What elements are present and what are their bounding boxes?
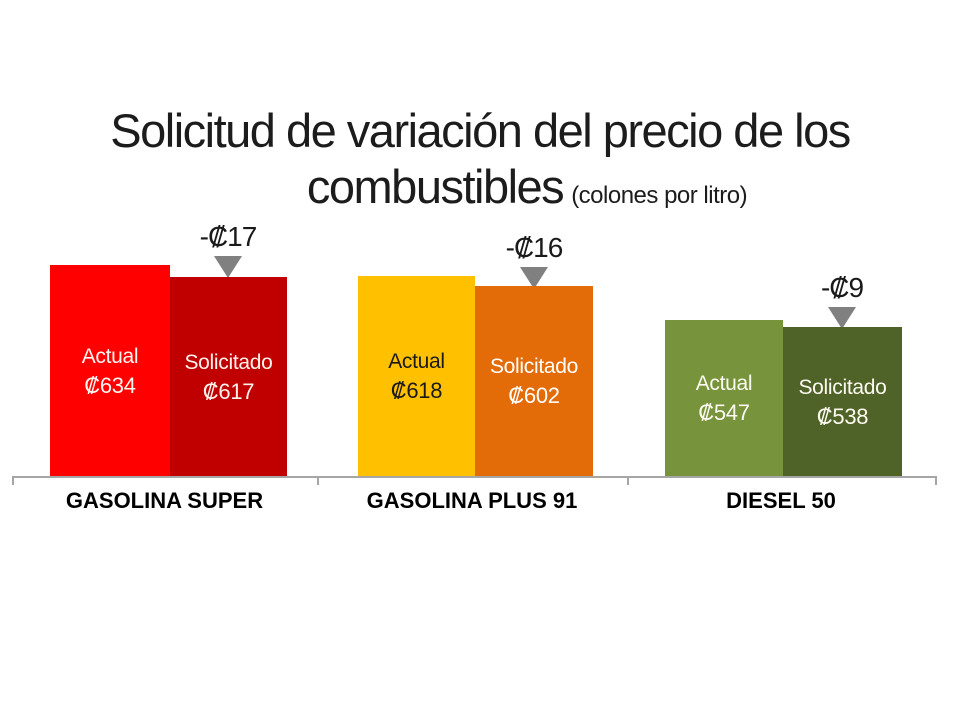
x-axis-line: [12, 476, 937, 478]
bar-value: ₡618: [390, 378, 443, 403]
bar-series-name: Solicitado: [489, 355, 579, 378]
bar-label: Solicitado ₡617: [184, 348, 272, 407]
bar-actual-gasolina-plus-91: Actual ₡618: [358, 276, 475, 477]
axis-tick: [12, 476, 14, 485]
bar-actual-gasolina-super: Actual ₡634: [50, 265, 170, 477]
arrow-down-icon: [214, 256, 242, 278]
category-label-gasolina-plus-91: GASOLINA PLUS 91: [366, 488, 578, 513]
category-label-gasolina-super: GASOLINA SUPER: [65, 488, 264, 513]
change-label: -₡16: [505, 232, 564, 263]
bar-solicitado-gasolina-plus-91: Solicitado ₡602: [475, 286, 593, 477]
title-line-1: Solicitud de variación del precio de los: [110, 104, 851, 157]
title-line-2: combustibles (colones por litro): [47, 160, 960, 223]
bar-solicitado-diesel-50: Solicitado ₡538: [783, 327, 902, 477]
change-annotation-gasolina-plus-91: -₡16: [464, 231, 604, 289]
arrow-down-icon: [520, 267, 548, 289]
category-label-diesel-50: DIESEL 50: [726, 488, 836, 513]
bar-series-name: Actual: [81, 344, 139, 368]
bar-label: Actual ₡547: [696, 369, 753, 428]
axis-tick: [935, 476, 937, 485]
bar-label: Solicitado ₡538: [798, 373, 886, 432]
bar-label: Solicitado ₡602: [490, 352, 578, 411]
bar-series-name: Solicitado: [184, 350, 273, 374]
bar-solicitado-gasolina-super: Solicitado ₡617: [170, 277, 287, 477]
bar-series-name: Solicitado: [798, 375, 887, 399]
bar-value: ₡617: [202, 378, 255, 404]
chart-title: Solicitud de variación del precio de los…: [0, 102, 960, 223]
axis-tick: [627, 476, 629, 485]
title-unit-note: (colones por litro): [571, 182, 748, 209]
change-annotation-gasolina-super: -₡17: [158, 220, 298, 278]
change-label: -₡9: [820, 272, 864, 303]
bar-value: ₡602: [508, 383, 560, 408]
bar-value: ₡547: [698, 400, 750, 425]
change-annotation-diesel-50: -₡9: [772, 271, 912, 329]
title-word-combustibles: combustibles: [306, 160, 565, 213]
bar-label: Actual ₡618: [388, 347, 445, 406]
bar-value: ₡538: [816, 403, 869, 429]
axis-tick: [317, 476, 319, 485]
bar-series-name: Actual: [695, 372, 753, 395]
arrow-down-icon: [828, 307, 856, 329]
bar-actual-diesel-50: Actual ₡547: [665, 320, 783, 477]
bar-series-name: Actual: [388, 350, 445, 373]
change-label: -₡17: [199, 221, 258, 252]
bar-label: Actual ₡634: [82, 342, 139, 401]
bar-value: ₡634: [84, 372, 136, 398]
